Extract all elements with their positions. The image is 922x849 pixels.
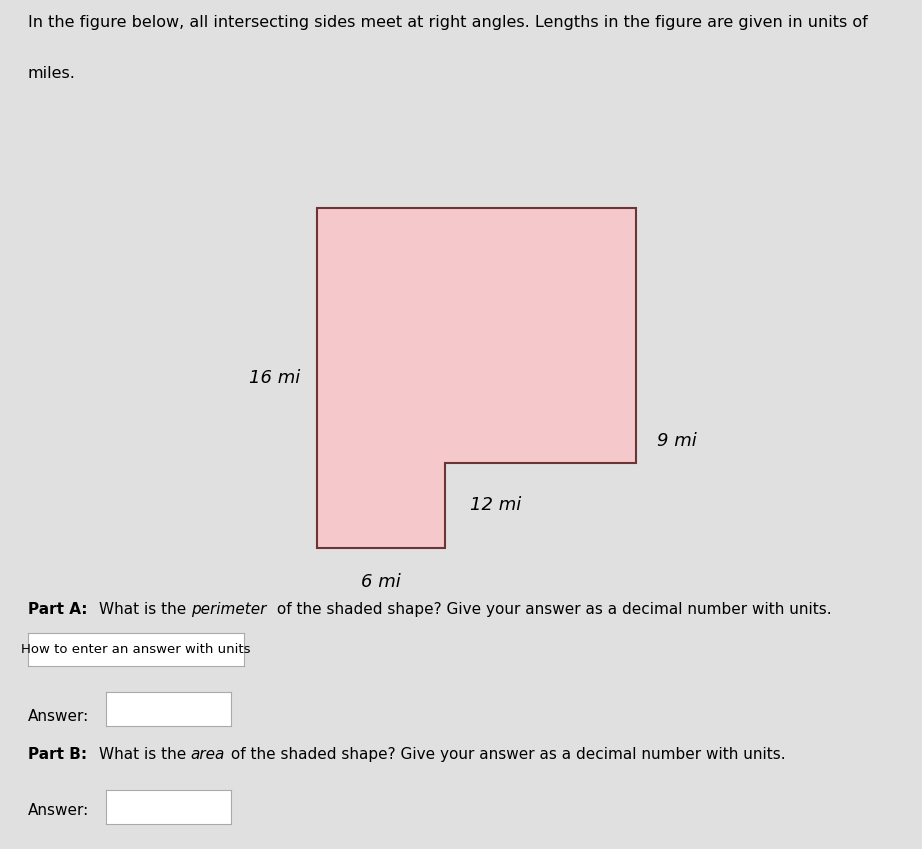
Text: How to enter an answer with units: How to enter an answer with units bbox=[21, 643, 251, 656]
Text: miles.: miles. bbox=[28, 66, 76, 82]
Text: What is the: What is the bbox=[99, 602, 191, 617]
Text: Part B:: Part B: bbox=[28, 747, 92, 762]
Text: 16 mi: 16 mi bbox=[249, 368, 301, 387]
Text: perimeter: perimeter bbox=[191, 602, 266, 617]
Text: In the figure below, all intersecting sides meet at right angles. Lengths in the: In the figure below, all intersecting si… bbox=[28, 15, 868, 31]
Text: Answer:: Answer: bbox=[28, 803, 89, 818]
Polygon shape bbox=[317, 208, 636, 548]
Text: Part A:: Part A: bbox=[28, 602, 92, 617]
Text: 12 mi: 12 mi bbox=[470, 496, 522, 514]
Text: 9 mi: 9 mi bbox=[657, 432, 697, 451]
Text: Answer:: Answer: bbox=[28, 709, 89, 724]
Text: What is the: What is the bbox=[99, 747, 191, 762]
Text: of the shaded shape? Give your answer as a decimal number with units.: of the shaded shape? Give your answer as… bbox=[226, 747, 786, 762]
Text: area: area bbox=[191, 747, 225, 762]
Text: of the shaded shape? Give your answer as a decimal number with units.: of the shaded shape? Give your answer as… bbox=[272, 602, 832, 617]
Text: 6 mi: 6 mi bbox=[361, 573, 401, 591]
